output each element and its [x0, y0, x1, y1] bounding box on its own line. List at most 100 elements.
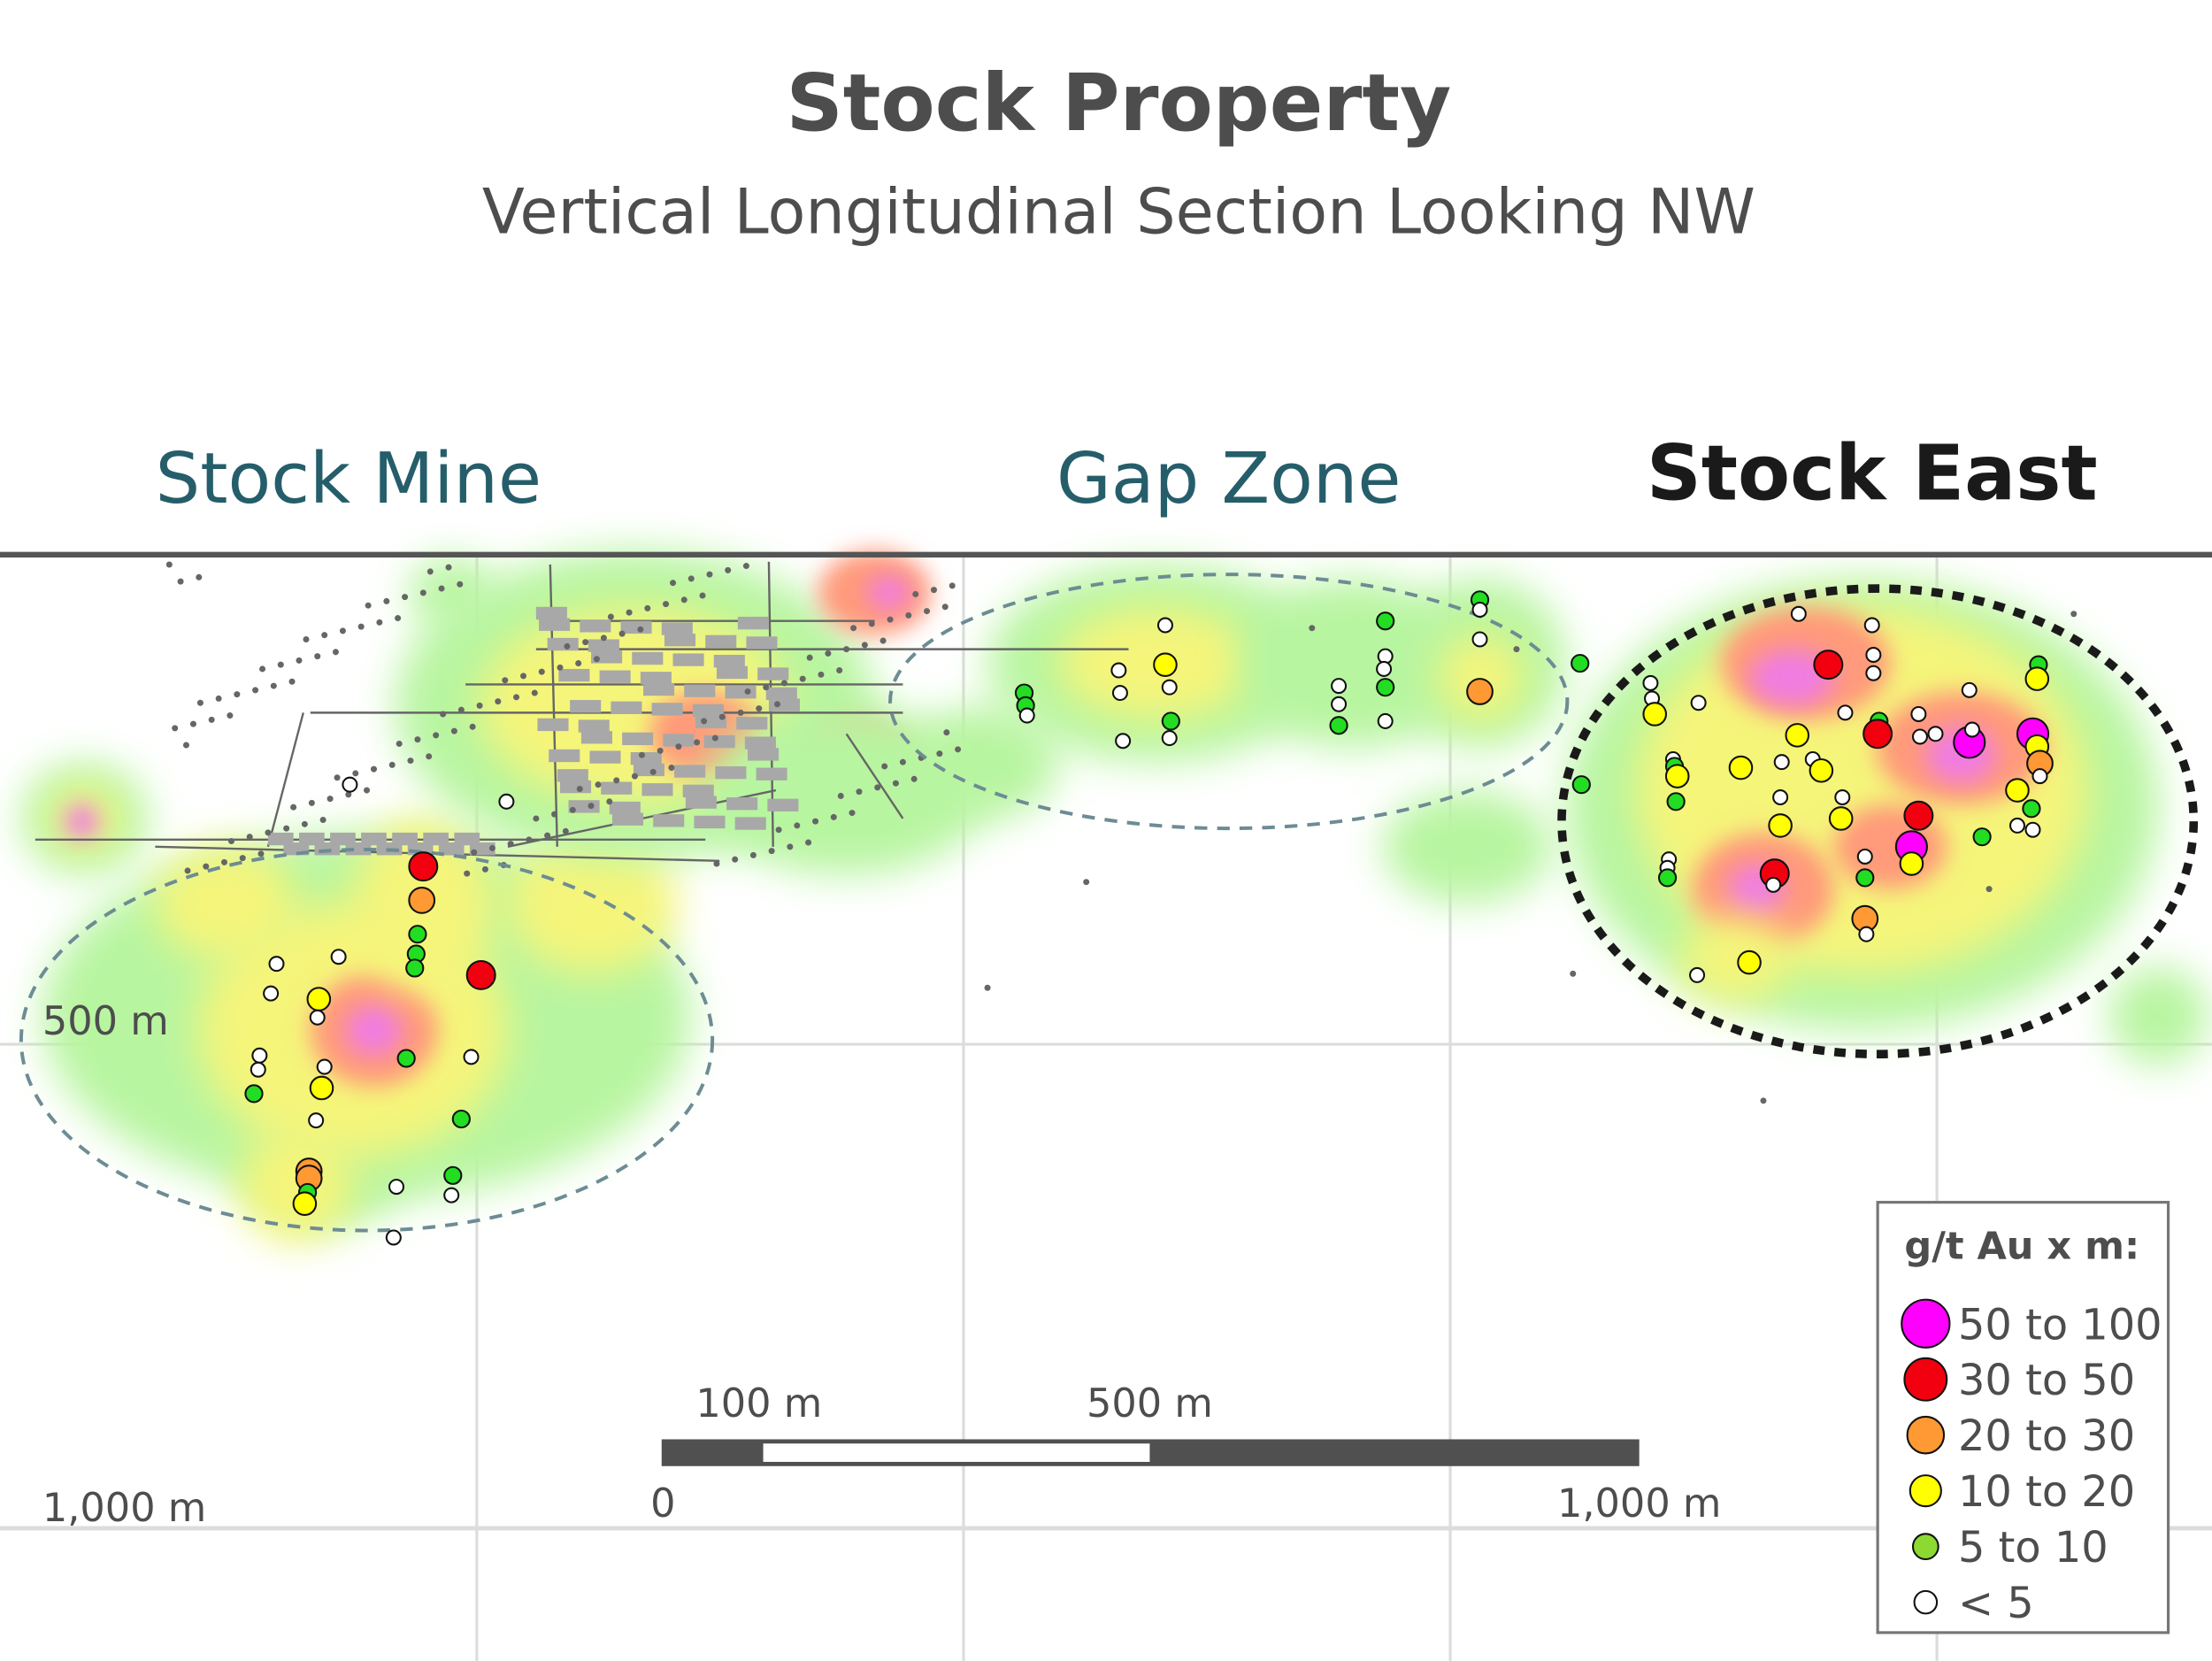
drill-intercept-point: [1972, 827, 1992, 847]
drill-trace-dot: [440, 711, 447, 718]
drill-intercept-point: [1863, 719, 1893, 750]
stope-block: [703, 734, 735, 749]
drill-trace-dot: [557, 664, 564, 671]
drill-intercept-point: [1765, 876, 1782, 893]
drill-trace-dot: [576, 785, 583, 792]
drill-intercept-point: [1961, 681, 1978, 698]
drill-trace-dot: [371, 765, 378, 773]
zone-label-stock-east: Stock East: [1647, 430, 2098, 519]
drill-trace-dot: [277, 661, 284, 668]
drill-trace-dot: [352, 770, 359, 777]
drill-trace-dot: [595, 781, 602, 788]
drill-trace-dot: [706, 571, 713, 578]
drill-trace-dot: [165, 561, 173, 568]
drill-trace-dot: [657, 747, 664, 754]
drill-trace-dot: [208, 716, 215, 723]
drill-trace-dot: [984, 984, 991, 991]
stope-block: [557, 769, 588, 782]
drill-trace-dot: [365, 602, 372, 609]
drill-intercept-point: [1376, 678, 1395, 697]
stope-block: [589, 750, 621, 764]
drill-trace-dot: [246, 834, 253, 841]
drill-trace-dot: [426, 568, 434, 575]
drill-trace-dot: [732, 856, 739, 863]
drill-trace-dot: [215, 695, 222, 702]
drill-trace-dot: [172, 725, 179, 732]
drill-intercept-point: [1153, 652, 1178, 677]
drill-intercept-point: [1927, 726, 1944, 742]
heat-blob: [409, 557, 495, 628]
drill-trace-dot: [296, 657, 303, 664]
drill-trace-dot: [910, 775, 918, 782]
drill-trace-dot: [507, 841, 514, 848]
drill-trace-dot: [631, 773, 638, 780]
drill-trace-dot: [196, 699, 204, 706]
drill-intercept-point: [1161, 711, 1180, 731]
drill-intercept-point: [1903, 800, 1934, 831]
drill-trace-dot: [780, 680, 787, 687]
drill-intercept-point: [2005, 778, 2030, 803]
stope-block: [570, 700, 602, 713]
stope-block: [726, 797, 758, 811]
drill-trace-dot: [538, 668, 545, 675]
drill-trace-dot: [849, 810, 856, 817]
drill-trace-dot: [569, 806, 576, 813]
drill-intercept-point: [1571, 775, 1591, 795]
drill-trace-dot: [644, 604, 651, 611]
stope-block: [715, 765, 747, 780]
drill-trace-dot: [881, 763, 888, 770]
drill-trace-dot: [600, 634, 607, 642]
drill-trace-dot: [887, 616, 894, 623]
drill-trace-dot: [613, 777, 620, 784]
stope-block: [685, 796, 717, 809]
drill-trace-dot: [259, 665, 266, 673]
drill-trace-dot: [868, 620, 875, 627]
drill-trace-dot: [319, 817, 326, 824]
stope-block: [630, 752, 662, 765]
drill-trace-dot: [364, 787, 371, 794]
drill-trace-dot: [912, 590, 919, 597]
drill-intercept-point: [1813, 650, 1844, 681]
drill-trace-dot: [768, 848, 775, 855]
drill-trace-dot: [476, 702, 483, 709]
drill-trace-dot: [1985, 886, 1993, 893]
stope-block: [734, 817, 766, 830]
heat-blob: [345, 1004, 403, 1056]
drill-trace-dot: [825, 650, 832, 657]
drill-trace-dot: [182, 742, 189, 749]
scale-label-0: 0: [650, 1480, 675, 1526]
legend-label: 30 to 50: [1958, 1357, 2135, 1405]
drill-intercept-point: [1689, 966, 1706, 983]
stope-block: [588, 639, 619, 652]
drill-trace-dot: [533, 815, 540, 822]
drill-trace-dot: [513, 694, 520, 701]
drill-trace-dot: [588, 803, 595, 810]
drill-intercept-point: [405, 958, 425, 978]
drill-intercept-point: [451, 1109, 471, 1129]
drill-trace-dot: [227, 837, 234, 844]
drill-trace-dot: [395, 615, 402, 622]
drill-trace-dot: [861, 642, 868, 649]
drill-intercept-point: [1471, 601, 1488, 618]
drill-intercept-point: [268, 956, 285, 973]
legend-swatch: [1913, 1589, 1939, 1615]
drill-intercept-point: [1865, 646, 1882, 664]
drill-intercept-point: [1855, 868, 1875, 888]
legend-label: 20 to 30: [1958, 1412, 2135, 1461]
stope-block: [454, 832, 480, 846]
drill-intercept-point: [1657, 868, 1678, 888]
stope-block: [746, 636, 778, 650]
drill-trace-dot: [725, 566, 732, 573]
drill-trace-dot: [1760, 1097, 1767, 1104]
drill-intercept-point: [1471, 631, 1488, 648]
drill-intercept-point: [1111, 685, 1128, 702]
stope-block: [641, 783, 673, 796]
drill-trace-dot: [426, 753, 433, 760]
legend: g/t Au x m: 50 to 100 30 to 50 20 to 30 10 …: [1876, 1201, 2170, 1634]
stope-block: [756, 767, 787, 781]
drill-trace-dot: [787, 843, 794, 850]
heat-blob: [1439, 634, 1524, 720]
stope-block: [672, 653, 704, 666]
drill-trace-dot: [930, 587, 937, 594]
drill-trace-dot: [414, 736, 421, 743]
